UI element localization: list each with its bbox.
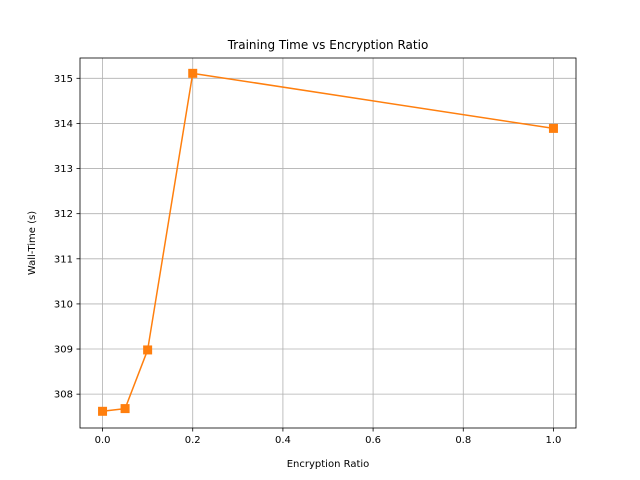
y-tick-label: 309 xyxy=(54,345,73,356)
grid xyxy=(80,58,576,428)
y-axis-title: Wall-Time (s) xyxy=(27,211,38,275)
x-tick-label: 0.6 xyxy=(365,435,381,446)
ticks: 0.0 0.2 0.4 0.6 0.8 1.0 308 309 310 311 312 313 314 3… xyxy=(54,74,562,446)
y-tick-label: 314 xyxy=(54,119,73,130)
y-tick-label: 310 xyxy=(54,299,73,310)
data-point-marker xyxy=(98,406,108,416)
x-tick-label: 0.4 xyxy=(275,435,291,446)
y-tick-label: 308 xyxy=(54,390,73,401)
y-tick-label: 315 xyxy=(54,74,73,85)
y-tick-label: 311 xyxy=(54,254,73,265)
x-tick-label: 0.8 xyxy=(455,435,471,446)
x-axis-title: Encryption Ratio xyxy=(287,459,370,470)
chart-title: Training Time vs Encryption Ratio xyxy=(227,38,429,52)
series-layer xyxy=(98,68,558,416)
y-tick-label: 312 xyxy=(54,209,73,220)
x-tick-label: 0.2 xyxy=(185,435,201,446)
y-tick-label: 313 xyxy=(54,164,73,175)
data-point-marker xyxy=(548,123,558,133)
data-point-marker xyxy=(188,68,198,78)
data-point-marker xyxy=(143,345,153,355)
x-tick-label: 1.0 xyxy=(546,435,562,446)
plot-frame xyxy=(79,57,577,429)
x-tick-label: 0.0 xyxy=(95,435,111,446)
data-point-marker xyxy=(120,404,130,414)
